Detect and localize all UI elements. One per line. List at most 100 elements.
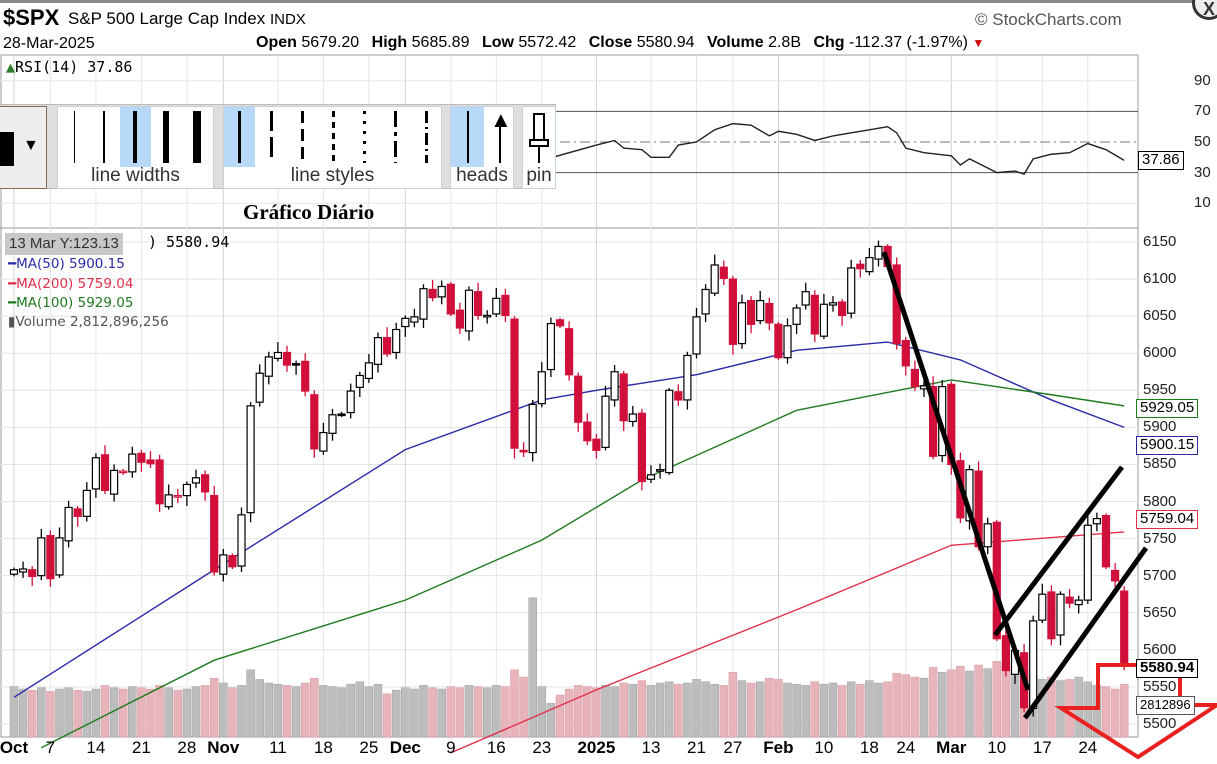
line-width-3[interactable]	[133, 111, 137, 163]
line-width-2[interactable]	[103, 111, 105, 163]
candle-body	[856, 263, 865, 270]
head-none[interactable]	[467, 111, 469, 163]
candle-body	[1083, 524, 1092, 601]
volume-bar	[810, 681, 820, 738]
legend-ma100: ━MA(100) 5929.05	[8, 295, 134, 311]
legend-ma200: ━MA(200) 5759.04	[8, 276, 134, 292]
volume-bar	[364, 686, 374, 738]
candle-body	[710, 264, 719, 294]
ohlc-summary: Open 5679.20 High 5685.89 Low 5572.42 Cl…	[248, 34, 984, 52]
volume-icon: ▮	[8, 314, 16, 330]
candle-body	[501, 294, 510, 317]
channel-line-upper	[993, 465, 1124, 637]
chg-label: Chg	[813, 34, 845, 51]
candle-body	[792, 307, 801, 325]
heads-label: heads	[456, 165, 508, 186]
line-style-solid[interactable]	[238, 111, 241, 163]
candle-body	[28, 569, 37, 578]
candle-body	[383, 337, 392, 355]
candle-body	[464, 289, 474, 332]
line-style-dash-dot-2[interactable]	[425, 111, 428, 163]
candle-body	[137, 452, 146, 463]
candle-body	[455, 309, 464, 329]
volume-bar	[1001, 665, 1011, 738]
candle-body	[146, 459, 155, 465]
line-style-dash[interactable]	[301, 111, 304, 163]
volume-bar	[282, 685, 292, 738]
line-style-long-dash[interactable]	[270, 111, 273, 163]
line-style-short-dash[interactable]	[332, 111, 335, 163]
candle-body	[692, 316, 701, 355]
volume-bar	[346, 683, 355, 738]
candle-body	[437, 285, 446, 298]
volume-bar	[492, 685, 501, 738]
volume-bar	[737, 680, 747, 738]
price-tick: 6050	[1143, 307, 1177, 325]
rsi-last-tag: 37.86	[1138, 151, 1184, 170]
candle-body	[301, 360, 310, 392]
ma200-line	[450, 531, 1125, 754]
arrow-head-icon[interactable]: ▲	[490, 107, 512, 132]
candle-body	[756, 299, 765, 322]
line-width-5[interactable]	[193, 111, 201, 163]
volume-bar	[310, 677, 319, 738]
line-style-dash-dot[interactable]	[394, 111, 397, 163]
volume-bar	[947, 669, 956, 738]
candle-body	[91, 457, 101, 490]
volume-bar	[355, 681, 365, 738]
low-value: 5572.42	[518, 34, 577, 51]
date-tick: Nov	[207, 738, 240, 757]
candle-body	[55, 537, 64, 576]
color-swatch	[0, 132, 14, 166]
down-arrow-icon: ▼	[972, 36, 985, 50]
pin-section[interactable]: pin	[522, 106, 556, 189]
date-tick: 27	[723, 738, 743, 757]
volume-bar	[983, 668, 992, 738]
candle-body	[783, 325, 792, 359]
volume-bar	[1101, 686, 1111, 738]
date-tick: Feb	[763, 738, 794, 757]
date-tick: Mar	[936, 738, 967, 757]
drawing-toolbar: ▼ line widths line styles ▲ heads pin	[0, 104, 556, 189]
volume-bar	[428, 687, 437, 738]
ma50-tag: 5900.15	[1136, 436, 1199, 455]
line-style-dot[interactable]	[363, 111, 366, 163]
line-width-1[interactable]	[74, 111, 75, 163]
candle-body	[392, 328, 401, 354]
volume-bar	[928, 667, 938, 738]
candle-body	[701, 288, 710, 315]
volume-bar	[37, 687, 46, 738]
candle-body	[1092, 517, 1102, 525]
volume-bar	[228, 687, 237, 738]
line-widths-label: line widths	[91, 165, 180, 186]
price-tick: 5600	[1143, 640, 1177, 658]
candle-body	[746, 299, 756, 325]
candle-body	[1120, 590, 1129, 665]
date-tick: 28	[177, 738, 197, 757]
volume-bar	[664, 681, 674, 738]
candle-body	[510, 318, 519, 449]
volume-bar	[792, 683, 801, 738]
volume-bar	[601, 685, 610, 738]
candle-body	[210, 494, 219, 573]
date-tick: 21	[687, 738, 706, 757]
price-tick: 5850	[1143, 455, 1177, 473]
date-tick: 17	[1032, 738, 1052, 757]
rsi-label: ▲RSI(14) 37.86	[6, 58, 132, 76]
volume-bar	[619, 682, 628, 738]
volume-bar	[319, 685, 328, 738]
volume-bar	[27, 689, 37, 738]
candle-body	[901, 340, 910, 367]
candle-body	[1110, 569, 1120, 582]
close-label: Close	[588, 34, 633, 51]
close-button[interactable]: X	[1192, 0, 1217, 20]
volume-bar	[710, 683, 719, 738]
candle-body	[155, 459, 164, 505]
volume-bar	[628, 683, 638, 738]
color-dropdown[interactable]: ▼	[0, 106, 47, 189]
volume-bar	[291, 686, 301, 738]
legend-close: ) 5580.94	[148, 233, 230, 251]
ma50-line	[13, 341, 1125, 698]
line-width-4[interactable]	[163, 111, 169, 163]
